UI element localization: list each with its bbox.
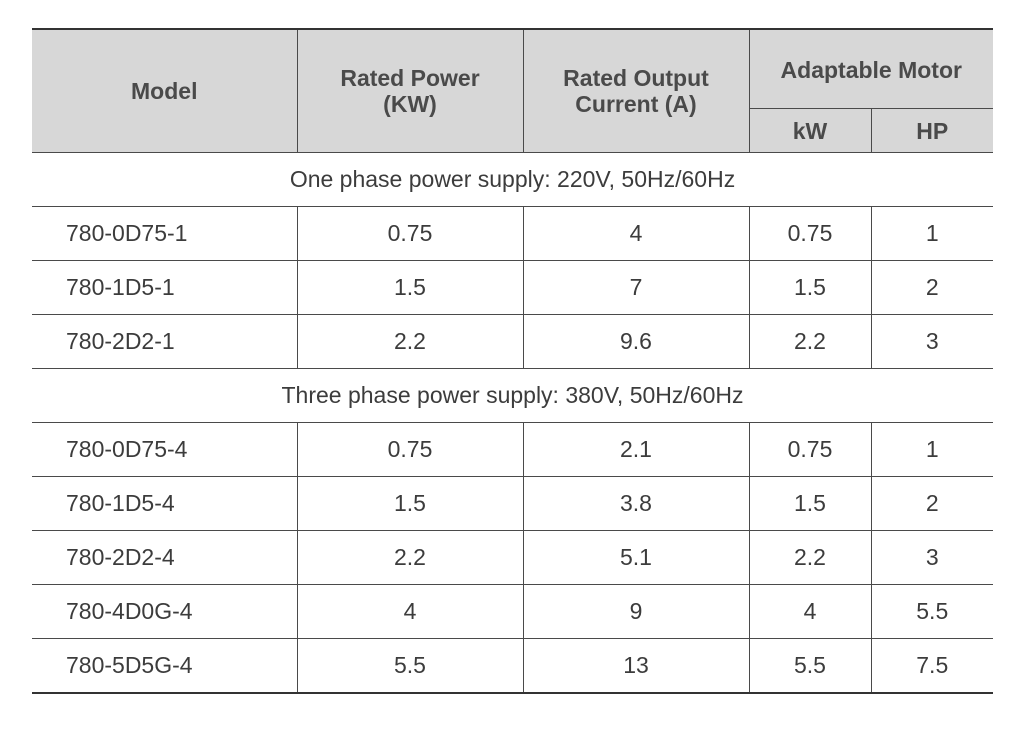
cell-hp: 2 [870, 476, 994, 531]
cell-current: 5.1 [522, 530, 750, 585]
header-model: Model [32, 28, 298, 153]
table-row: 780-4D0G-4 4 9 4 5.5 [32, 584, 994, 639]
cell-kw: 1.5 [748, 260, 872, 315]
spec-table: Model Rated Power (KW) Rated Output Curr… [32, 28, 994, 694]
table-row: 780-2D2-4 2.2 5.1 2.2 3 [32, 530, 994, 585]
cell-model: 780-2D2-4 [32, 530, 298, 585]
cell-kw: 1.5 [748, 476, 872, 531]
section-row: One phase power supply: 220V, 50Hz/60Hz [32, 152, 994, 207]
table-body: One phase power supply: 220V, 50Hz/60Hz 7… [32, 152, 994, 694]
cell-power: 5.5 [296, 638, 524, 694]
header-rated-current-line2: Current (A) [575, 91, 697, 117]
cell-kw: 0.75 [748, 422, 872, 477]
header-kw: kW [749, 108, 872, 153]
table-row: 780-0D75-1 0.75 4 0.75 1 [32, 206, 994, 261]
cell-power: 0.75 [296, 422, 524, 477]
cell-power: 1.5 [296, 476, 524, 531]
header-rated-current-line1: Rated Output [563, 65, 709, 91]
cell-kw: 2.2 [748, 530, 872, 585]
header-rated-current: Rated Output Current (A) [522, 28, 750, 153]
cell-hp: 1 [870, 206, 994, 261]
cell-kw: 4 [748, 584, 872, 639]
table-row: 780-1D5-1 1.5 7 1.5 2 [32, 260, 994, 315]
table-row: 780-0D75-4 0.75 2.1 0.75 1 [32, 422, 994, 477]
cell-current: 9 [522, 584, 750, 639]
cell-hp: 1 [870, 422, 994, 477]
table-row: 780-1D5-4 1.5 3.8 1.5 2 [32, 476, 994, 531]
cell-model: 780-0D75-4 [32, 422, 298, 477]
cell-hp: 5.5 [870, 584, 994, 639]
cell-current: 7 [522, 260, 750, 315]
cell-model: 780-4D0G-4 [32, 584, 298, 639]
header-rated-power: Rated Power (KW) [296, 28, 524, 153]
cell-current: 3.8 [522, 476, 750, 531]
section-title: One phase power supply: 220V, 50Hz/60Hz [32, 152, 994, 207]
cell-hp: 3 [870, 314, 994, 369]
header-rated-power-line2: (KW) [383, 91, 437, 117]
header-adaptable-motor: Adaptable Motor [748, 28, 994, 109]
cell-model: 780-1D5-4 [32, 476, 298, 531]
cell-power: 4 [296, 584, 524, 639]
cell-current: 9.6 [522, 314, 750, 369]
cell-current: 2.1 [522, 422, 750, 477]
section-row: Three phase power supply: 380V, 50Hz/60H… [32, 368, 994, 423]
cell-power: 2.2 [296, 530, 524, 585]
cell-current: 4 [522, 206, 750, 261]
table-row: 780-2D2-1 2.2 9.6 2.2 3 [32, 314, 994, 369]
cell-kw: 0.75 [748, 206, 872, 261]
cell-power: 2.2 [296, 314, 524, 369]
table-header: Model Rated Power (KW) Rated Output Curr… [32, 28, 994, 153]
header-hp: HP [870, 108, 994, 153]
cell-power: 0.75 [296, 206, 524, 261]
section-title: Three phase power supply: 380V, 50Hz/60H… [32, 368, 994, 423]
cell-kw: 2.2 [748, 314, 872, 369]
cell-hp: 7.5 [870, 638, 994, 694]
cell-hp: 3 [870, 530, 994, 585]
cell-model: 780-0D75-1 [32, 206, 298, 261]
cell-hp: 2 [870, 260, 994, 315]
cell-model: 780-1D5-1 [32, 260, 298, 315]
header-rated-power-line1: Rated Power [340, 65, 480, 91]
cell-power: 1.5 [296, 260, 524, 315]
cell-kw: 5.5 [748, 638, 872, 694]
table-row: 780-5D5G-4 5.5 13 5.5 7.5 [32, 638, 994, 694]
cell-current: 13 [522, 638, 750, 694]
cell-model: 780-5D5G-4 [32, 638, 298, 694]
cell-model: 780-2D2-1 [32, 314, 298, 369]
